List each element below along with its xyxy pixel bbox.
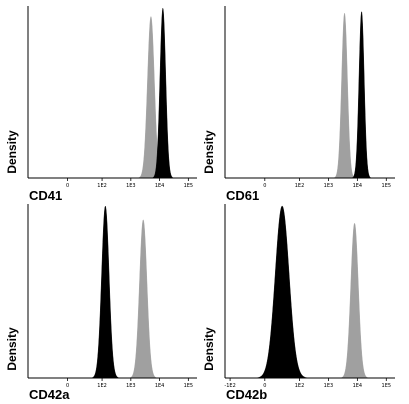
x-tick-label: 1E3 bbox=[126, 183, 136, 189]
histogram-panel: 0 1E2 1E3 1E4 1E5 Density CD42a bbox=[5, 204, 197, 402]
x-tick-label: 1E4 bbox=[155, 183, 165, 189]
histogram-panel: 0 1E2 1E3 1E4 1E5 Density CD61 bbox=[202, 6, 395, 203]
y-axis-label: Density bbox=[5, 327, 19, 371]
x-tick-label: 1E2 bbox=[97, 383, 107, 389]
x-tick-label: 0 bbox=[263, 383, 266, 389]
x-axis-label: CD42a bbox=[29, 387, 70, 402]
histogram-panel: -1E2 0 1E2 1E3 1E4 1E5 Density CD42b bbox=[202, 204, 395, 402]
y-axis-label: Density bbox=[202, 327, 216, 371]
x-tick-label: 1E5 bbox=[184, 183, 194, 189]
x-tick-label: 1E5 bbox=[382, 383, 392, 389]
x-tick-label: 0 bbox=[66, 383, 69, 389]
x-tick-label: 1E4 bbox=[155, 383, 165, 389]
density-curve-1 bbox=[28, 205, 197, 379]
x-tick-label: 1E2 bbox=[295, 383, 305, 389]
density-curve-1 bbox=[225, 205, 395, 379]
x-tick-label: 1E2 bbox=[295, 183, 305, 189]
y-axis-label: Density bbox=[5, 130, 19, 174]
x-tick-label: 1E3 bbox=[324, 383, 334, 389]
x-axis-label: CD42b bbox=[226, 387, 267, 402]
x-tick-label: -1E2 bbox=[224, 383, 235, 389]
density-curve-1 bbox=[225, 12, 395, 179]
x-tick-label: 1E3 bbox=[324, 183, 334, 189]
x-tick-label: 1E4 bbox=[353, 383, 363, 389]
x-tick-label: 0 bbox=[66, 183, 69, 189]
x-tick-label: 1E2 bbox=[97, 183, 107, 189]
histogram-panels: 0 1E2 1E3 1E4 1E5 Density CD41 0 1E2 1E3 1E4 1E5 Den… bbox=[5, 6, 395, 402]
y-axis-label: Density bbox=[202, 130, 216, 174]
x-tick-label: 0 bbox=[263, 183, 266, 189]
histogram-panel: 0 1E2 1E3 1E4 1E5 Density CD41 bbox=[5, 6, 197, 203]
x-axis-label: CD61 bbox=[226, 188, 259, 203]
density-curve-2 bbox=[28, 7, 197, 179]
density-curve-2 bbox=[225, 11, 395, 179]
x-axis-label: CD41 bbox=[29, 188, 62, 203]
x-tick-label: 1E5 bbox=[184, 383, 194, 389]
density-curve-2 bbox=[225, 222, 395, 379]
x-tick-label: 1E3 bbox=[126, 383, 136, 389]
x-tick-label: 1E5 bbox=[382, 183, 392, 189]
x-tick-label: 1E4 bbox=[353, 183, 363, 189]
density-curve-1 bbox=[28, 15, 197, 179]
